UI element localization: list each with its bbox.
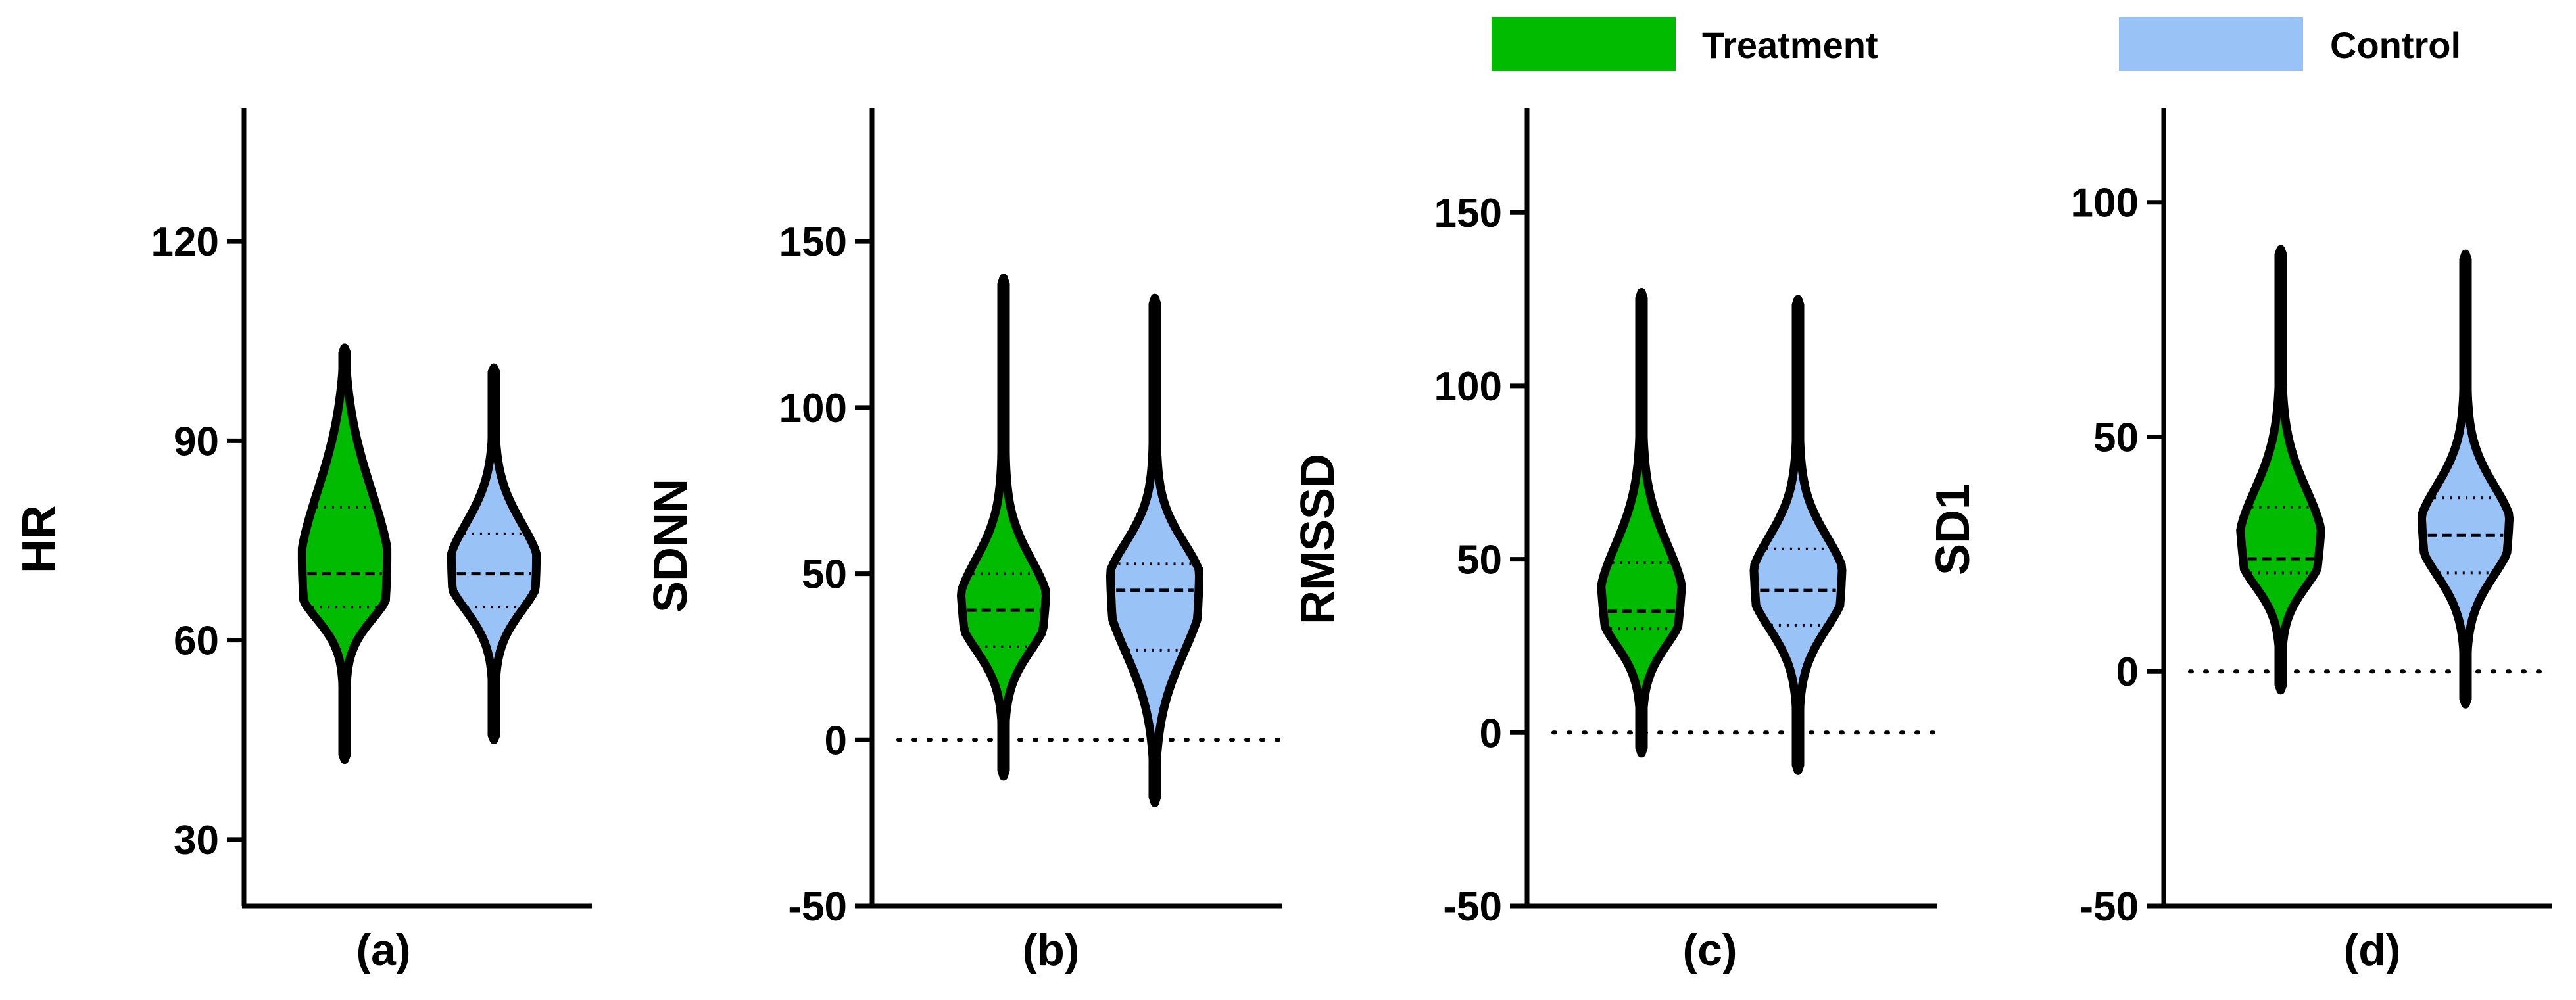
y-tick-label: 90 xyxy=(174,419,219,464)
y-tick-label: 150 xyxy=(1434,191,1502,236)
panel-label-d: (d) xyxy=(2344,925,2401,975)
legend-swatch-treatment xyxy=(1492,17,1676,71)
legend: Treatment Control xyxy=(1492,17,2461,71)
panel-a: HR (a) 30 60 90 120 xyxy=(13,108,592,975)
y-axis-label-hr: HR xyxy=(13,505,66,573)
panel-label-a: (a) xyxy=(356,925,410,975)
y-tick-label: 0 xyxy=(825,718,847,763)
violin-control xyxy=(2417,249,2514,709)
violin-treatment xyxy=(297,343,392,765)
y-tick-label: -50 xyxy=(2079,884,2139,930)
y-tick-label: 30 xyxy=(174,818,219,863)
y-axis-label-sdnn: SDNN xyxy=(644,479,697,613)
y-tick-label: 150 xyxy=(779,220,847,265)
y-tick-label: 0 xyxy=(1480,711,1502,756)
y-tick-label: 100 xyxy=(1434,364,1502,410)
y-axis-label-rmssd: RMSSD xyxy=(1292,454,1344,625)
violin-treatment xyxy=(1597,288,1686,758)
y-tick-label: 50 xyxy=(802,552,847,598)
violin-control xyxy=(1106,293,1203,807)
y-tick-label: 100 xyxy=(2071,181,2139,226)
legend-label-control: Control xyxy=(2330,24,2461,66)
legend-swatch-control xyxy=(2119,17,2303,71)
y-tick-label: 60 xyxy=(174,619,219,664)
panel-label-b: (b) xyxy=(1023,925,1080,975)
y-tick-label: -50 xyxy=(1443,884,1502,930)
panel-label-c: (c) xyxy=(1682,925,1737,975)
y-tick-label: 0 xyxy=(2116,650,2139,695)
violin-treatment xyxy=(2236,245,2325,695)
y-axis-label-sd1: SD1 xyxy=(1927,483,1980,575)
violin-treatment xyxy=(957,274,1050,781)
y-tick-label: 50 xyxy=(1457,538,1502,583)
legend-label-treatment: Treatment xyxy=(1702,24,1878,66)
y-tick-label: 120 xyxy=(151,220,219,265)
y-tick-label: -50 xyxy=(788,884,847,930)
panel-c: RMSSD (c) -50 0 50 100 150 xyxy=(1292,108,1939,975)
violin-control xyxy=(1749,295,1847,775)
y-tick-label: 50 xyxy=(2093,415,2139,460)
panel-d: SD1 (d) -50 0 50 100 xyxy=(1927,108,2554,975)
violin-control xyxy=(447,363,541,744)
y-tick-label: 100 xyxy=(779,386,847,431)
panel-b: SDNN (b) -50 0 50 100 150 xyxy=(644,108,1284,975)
